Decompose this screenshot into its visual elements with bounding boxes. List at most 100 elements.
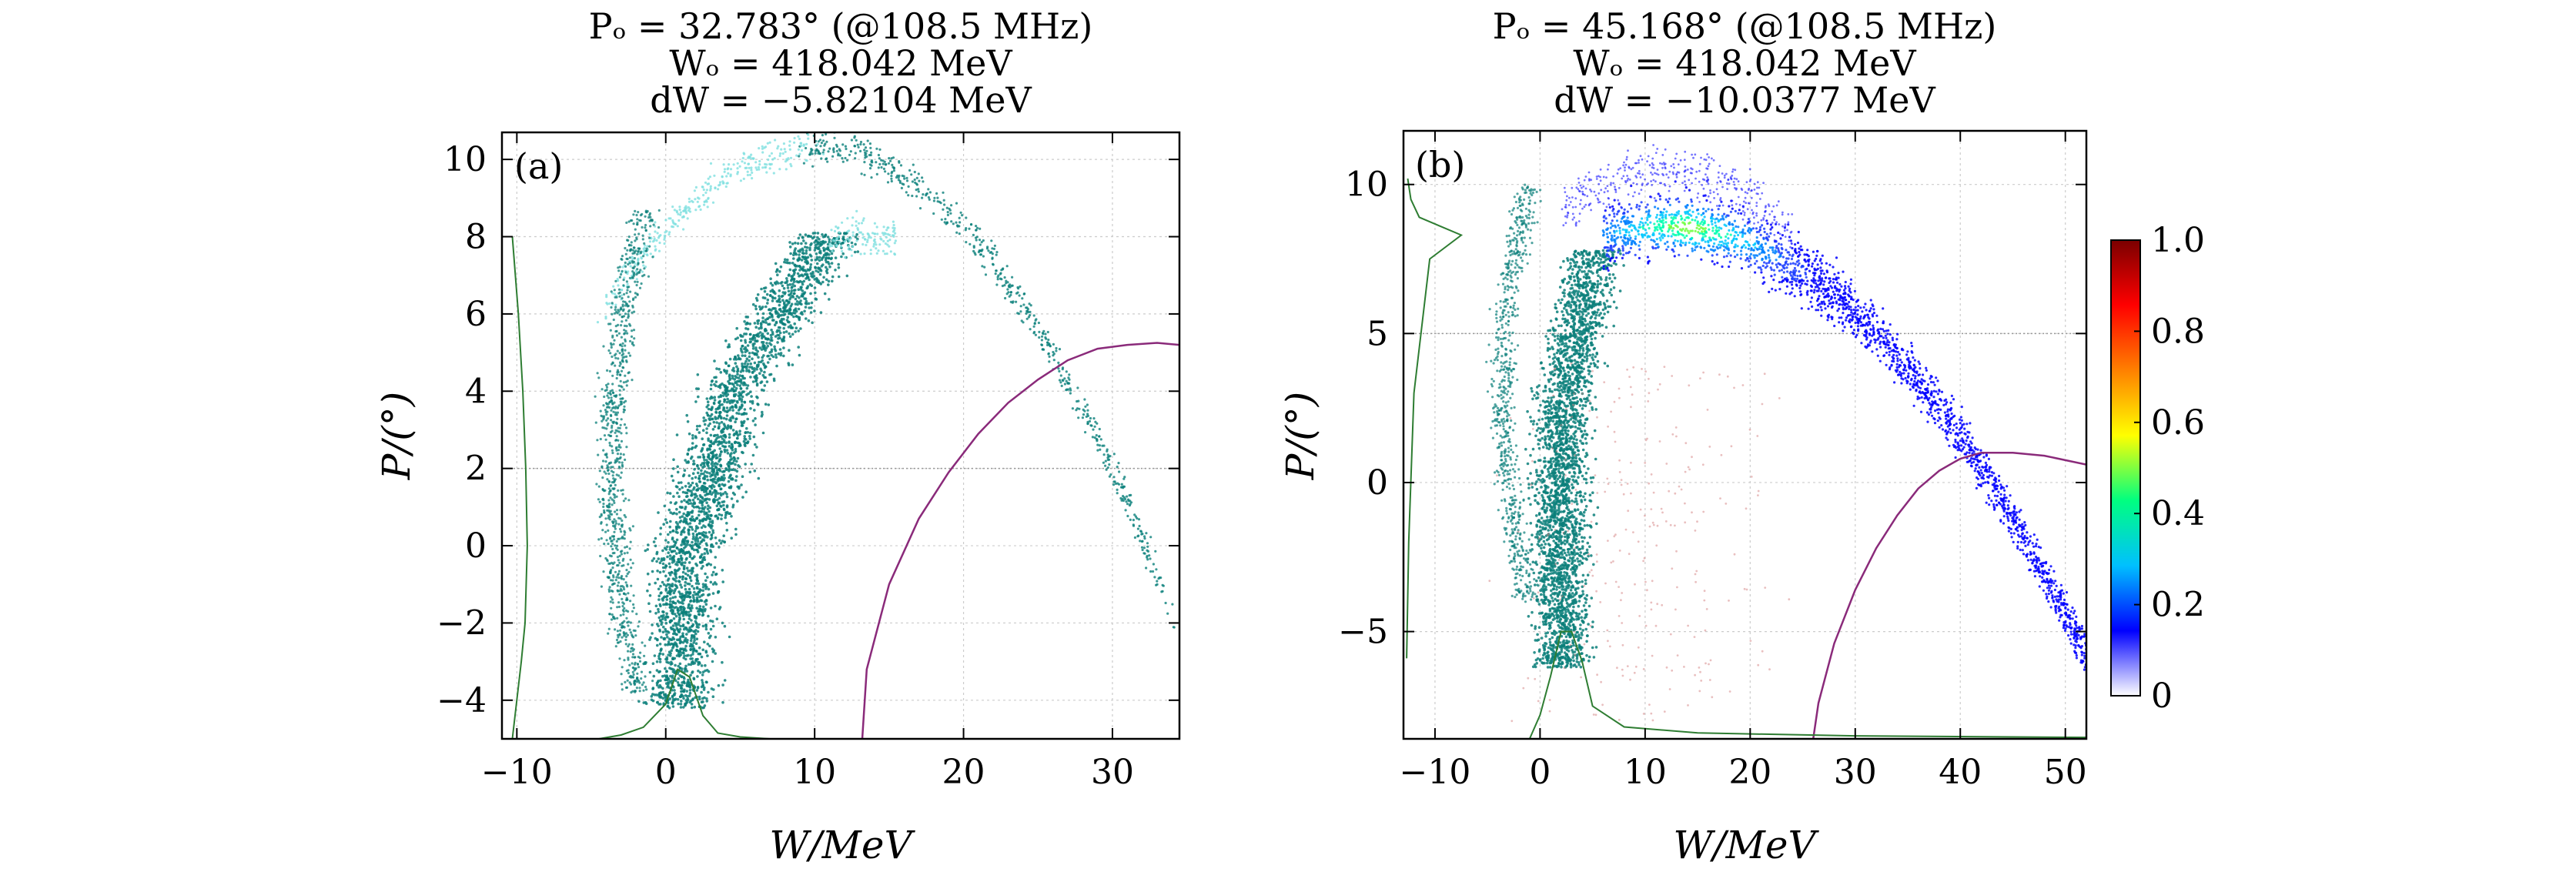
particle-point bbox=[736, 499, 739, 503]
particle-point bbox=[624, 339, 627, 342]
particle-point bbox=[687, 610, 691, 614]
particle-point bbox=[616, 417, 619, 420]
particle-point bbox=[626, 286, 629, 289]
particle-point bbox=[991, 257, 994, 260]
particle-point bbox=[744, 166, 747, 169]
particle-point bbox=[624, 516, 627, 519]
particle-point bbox=[611, 420, 614, 423]
particle-point bbox=[764, 305, 768, 309]
particle-point bbox=[825, 256, 828, 260]
particle-point bbox=[725, 414, 729, 417]
particle-point bbox=[623, 423, 627, 426]
particle-point bbox=[813, 241, 816, 244]
particle-point bbox=[694, 400, 698, 403]
particle-point bbox=[657, 610, 661, 613]
particle-point bbox=[667, 508, 671, 512]
particle-point bbox=[689, 579, 693, 583]
particle-point bbox=[621, 536, 624, 540]
particle-point bbox=[1159, 576, 1163, 580]
particle-point bbox=[860, 172, 863, 175]
particle-point bbox=[1143, 552, 1146, 555]
particle-point bbox=[778, 308, 781, 312]
particle-point bbox=[617, 426, 620, 429]
particle-point bbox=[622, 564, 625, 567]
particle-point bbox=[627, 671, 631, 675]
particle-point bbox=[739, 179, 743, 182]
particle-point bbox=[691, 544, 694, 547]
particle-point bbox=[805, 159, 808, 162]
particle-point bbox=[1066, 388, 1069, 391]
particle-point bbox=[799, 312, 803, 315]
particle-point bbox=[625, 359, 628, 362]
particle-point bbox=[882, 162, 885, 165]
particle-point bbox=[1123, 476, 1126, 479]
particle-point bbox=[676, 486, 679, 489]
particle-point bbox=[728, 453, 732, 456]
particle-point bbox=[634, 656, 637, 659]
particle-point bbox=[719, 435, 723, 438]
particle-point bbox=[614, 527, 617, 530]
particle-point bbox=[674, 602, 677, 605]
particle-point bbox=[792, 315, 795, 319]
particle-point bbox=[782, 286, 786, 290]
particle-point bbox=[600, 522, 603, 525]
particle-point bbox=[636, 222, 639, 226]
particle-point bbox=[617, 563, 620, 567]
particle-point bbox=[800, 142, 803, 145]
particle-point bbox=[718, 454, 721, 458]
particle-point bbox=[903, 177, 906, 180]
particle-point bbox=[655, 660, 659, 663]
particle-point bbox=[617, 581, 621, 584]
particle-point bbox=[684, 584, 687, 587]
particle-point bbox=[751, 344, 755, 348]
particle-point bbox=[722, 440, 726, 444]
particle-point bbox=[614, 439, 617, 442]
particle-point bbox=[734, 381, 738, 385]
particle-point bbox=[620, 418, 623, 421]
particle-point bbox=[642, 264, 645, 267]
particle-point bbox=[600, 585, 604, 588]
particle-point bbox=[668, 530, 672, 534]
particle-point bbox=[679, 653, 683, 657]
particle-point bbox=[670, 642, 674, 646]
particle-point bbox=[785, 277, 788, 280]
particle-point bbox=[671, 624, 675, 627]
particle-point bbox=[809, 311, 813, 314]
particle-point bbox=[681, 612, 684, 615]
particle-point bbox=[626, 679, 629, 682]
particle-point bbox=[662, 702, 665, 705]
particle-point bbox=[708, 472, 711, 475]
particle-point bbox=[717, 443, 720, 446]
particle-point bbox=[724, 391, 728, 395]
particle-point bbox=[689, 673, 692, 677]
particle-point bbox=[681, 515, 684, 518]
particle-point bbox=[708, 593, 711, 596]
particle-point bbox=[769, 339, 772, 342]
particle-point bbox=[716, 433, 719, 437]
particle-point bbox=[1025, 312, 1028, 315]
particle-point bbox=[691, 570, 694, 573]
particle-point bbox=[683, 639, 687, 642]
particle-point bbox=[602, 449, 605, 452]
particle-point bbox=[597, 498, 601, 501]
particle-point bbox=[810, 306, 813, 309]
particle-point bbox=[656, 638, 659, 641]
particle-point bbox=[601, 488, 604, 492]
particle-point bbox=[1112, 453, 1116, 456]
particle-point bbox=[681, 606, 685, 609]
particle-point bbox=[763, 384, 767, 387]
particle-point bbox=[631, 311, 634, 314]
particle-point bbox=[851, 231, 855, 234]
particle-point bbox=[727, 479, 731, 483]
particle-point bbox=[655, 560, 658, 563]
particle-point bbox=[731, 383, 735, 386]
particle-point bbox=[621, 463, 624, 466]
particle-point bbox=[744, 431, 748, 434]
particle-point bbox=[1009, 293, 1012, 296]
particle-point bbox=[687, 583, 691, 586]
particle-point bbox=[741, 475, 744, 478]
particle-point bbox=[712, 434, 716, 437]
particle-point bbox=[711, 406, 714, 410]
particle-point bbox=[697, 467, 701, 470]
particle-point bbox=[651, 623, 654, 626]
